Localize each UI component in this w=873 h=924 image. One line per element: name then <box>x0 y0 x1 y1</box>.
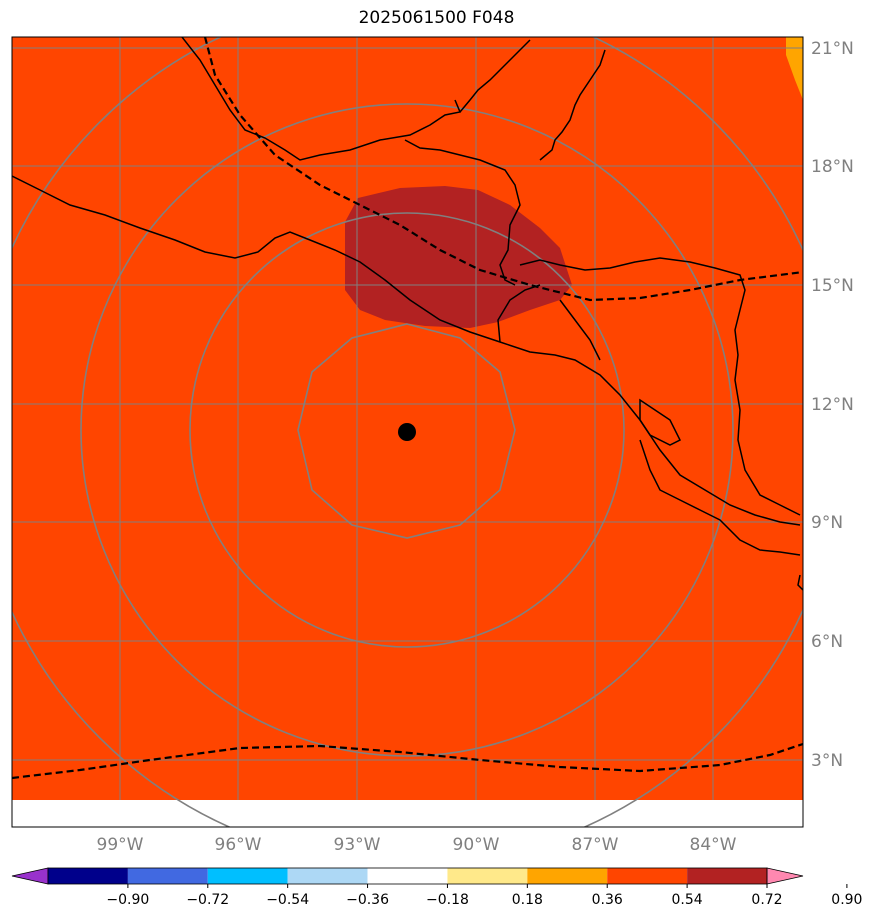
colorbar-swatch <box>447 868 528 884</box>
colorbar-swatch <box>687 868 767 884</box>
filled-field <box>12 37 803 800</box>
lon-tick-label: 96°W <box>215 835 262 855</box>
map-border <box>11 36 804 828</box>
colorbar-level-label: 0.54 <box>672 892 703 908</box>
colorbar-extend-low <box>11 867 49 885</box>
range-rings <box>12 37 803 827</box>
colorbar-swatch <box>207 868 288 884</box>
graticule <box>12 37 803 800</box>
lat-tick-label: 21°N <box>811 39 854 59</box>
lon-tick-label: 99°W <box>97 835 144 855</box>
latitude-ticks: 21°N 18°N 15°N 12°N 9°N 6°N 3°N <box>811 39 854 771</box>
colorbar-swatch <box>127 868 208 884</box>
map-area <box>12 37 803 827</box>
colorbar-outline <box>47 867 768 885</box>
coastlines <box>12 37 803 591</box>
colorbar-swatch <box>287 868 368 884</box>
colorbar-level-label: 0.90 <box>831 892 862 908</box>
lat-tick-label: 9°N <box>811 513 843 533</box>
colorbar-level-label: −0.54 <box>266 892 309 908</box>
colorbar-level-label: −0.18 <box>426 892 469 908</box>
colorbar-swatch <box>48 868 128 884</box>
colorbar: −0.90 −0.72 −0.54 −0.36 −0.18 0.18 0.36 0.54 0.7… <box>11 867 862 908</box>
corner-region <box>786 37 803 100</box>
lat-tick-label: 15°N <box>811 276 854 296</box>
colorbar-swatch <box>367 868 448 884</box>
lat-tick-label: 18°N <box>811 157 854 177</box>
colorbar-level-label: 0.18 <box>512 892 543 908</box>
longitude-ticks: 99°W 96°W 93°W 90°W 87°W 84°W <box>97 835 737 855</box>
lon-tick-label: 84°W <box>690 835 737 855</box>
lat-tick-label: 12°N <box>811 395 854 415</box>
colorbar-level-label: −0.72 <box>186 892 229 908</box>
colorbar-level-label: −0.36 <box>346 892 389 908</box>
lat-tick-label: 6°N <box>811 632 843 652</box>
dashed-contours <box>12 37 803 780</box>
lat-tick-label: 3°N <box>811 751 843 771</box>
lon-tick-label: 90°W <box>453 835 500 855</box>
lon-tick-label: 93°W <box>334 835 381 855</box>
lon-tick-label: 87°W <box>572 835 619 855</box>
colorbar-swatch <box>607 868 688 884</box>
map-title: 2025061500 F048 <box>358 8 515 28</box>
colorbar-level-label: −0.90 <box>106 892 149 908</box>
colorbar-extend-high <box>766 867 804 885</box>
storm-center-dot <box>398 423 416 441</box>
colorbar-level-label: 0.36 <box>592 892 623 908</box>
colorbar-swatch <box>527 868 608 884</box>
colorbar-level-label: 0.72 <box>751 892 782 908</box>
